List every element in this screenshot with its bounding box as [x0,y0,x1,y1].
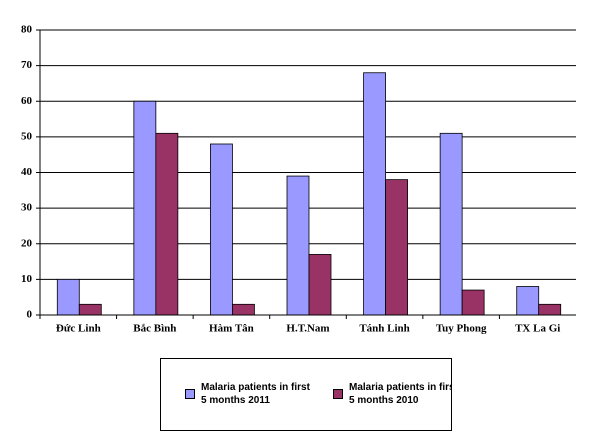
x-tick-label: Bắc Bình [133,323,176,335]
legend: Malaria patients in first 5 months 2011 M… [160,358,452,431]
bar [439,132,463,316]
bar [133,100,157,316]
bar [363,72,386,316]
y-tick-label: 50 [21,130,33,142]
y-tick-label: 70 [21,59,33,71]
bar [516,286,540,316]
x-tick-label: Đức Linh [56,323,101,335]
legend-swatch [333,389,343,399]
bar [232,303,255,316]
bar [461,289,485,316]
bar [308,254,332,316]
x-tick-label: Tuy Phong [436,323,487,335]
bar [56,278,80,316]
y-tick-label: 10 [21,273,33,285]
bar [155,132,179,316]
x-tick-label: Tánh Linh [359,323,409,335]
y-tick-label: 0 [27,309,33,321]
y-tick-label: 20 [21,237,33,249]
legend-label: Malaria patients in first 5 months 2010 [349,382,452,406]
bar [385,179,408,316]
bar [210,143,233,316]
legend-swatch [185,389,195,399]
bar [78,303,102,316]
legend-entry: Malaria patients in first 5 months 2011 [185,381,313,407]
legend-label: Malaria patients in first 5 months 2011 [201,382,310,406]
y-tick-label: 60 [21,95,33,107]
legend-entry: Malaria patients in first 5 months 2010 [333,381,452,407]
y-tick-label: 80 [21,24,33,36]
y-tick-label: 40 [21,166,33,178]
y-tick-label: 30 [21,202,33,214]
x-tick-label: H.T.Nam [286,323,329,335]
x-tick-label: TX La Gi [515,323,560,335]
x-tick-label: Hàm Tân [209,323,254,335]
bar [538,303,562,316]
bar [286,175,310,316]
